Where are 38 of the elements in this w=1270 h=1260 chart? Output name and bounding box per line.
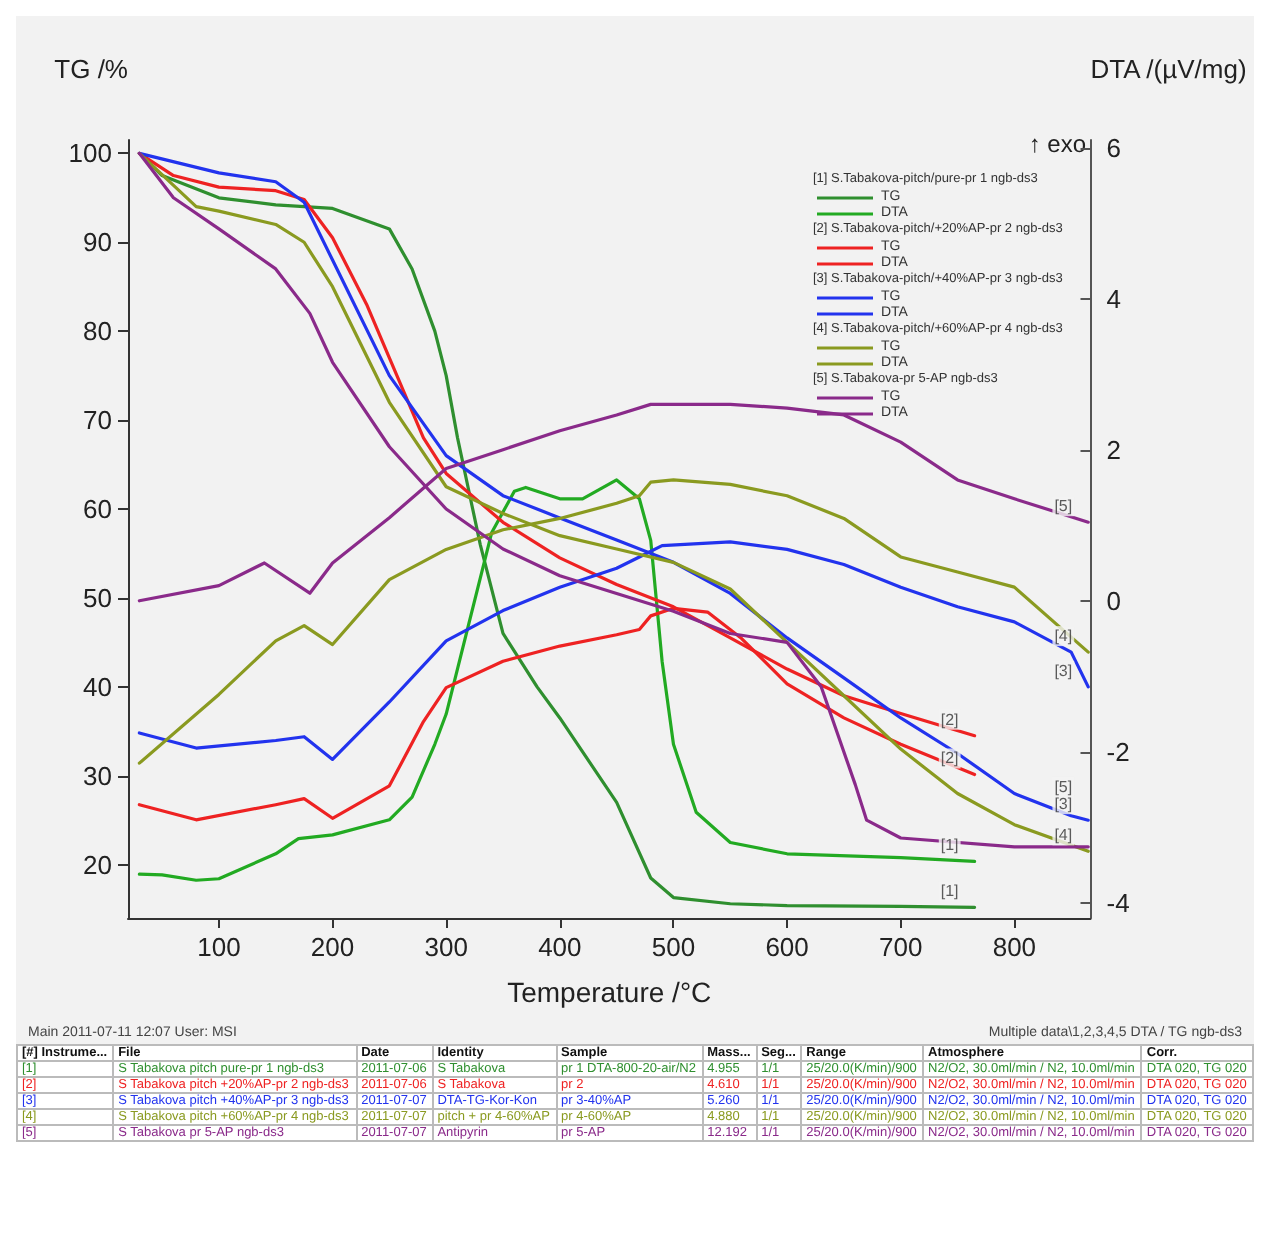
annotation: [4] <box>1054 826 1073 845</box>
y-tick-label: 40 <box>83 671 112 702</box>
line-series <box>137 478 977 882</box>
annotation: [5] <box>1054 497 1073 516</box>
x-axis-title: Temperature /°C <box>507 976 712 1008</box>
annotation: [5] <box>1054 777 1073 796</box>
y-axis-title: TG /% <box>54 54 129 84</box>
x-tick-label: 100 <box>197 932 241 962</box>
y2-tick-label: 4 <box>1106 283 1121 314</box>
y2-axis-title: DTA /(µV/mg) <box>1090 54 1247 84</box>
y2-tick-label: 2 <box>1106 434 1121 465</box>
x-tick-label: 300 <box>424 932 468 962</box>
y-tick-label: 80 <box>83 316 112 347</box>
y-tick-label: 60 <box>83 493 112 524</box>
y-tick-label: 90 <box>83 227 112 258</box>
annotation: [3] <box>1054 795 1073 814</box>
x-tick-label: 600 <box>765 932 809 962</box>
y-tick-label: 30 <box>83 760 112 791</box>
x-tick-label: 800 <box>992 932 1037 962</box>
y-tick-label: 20 <box>83 849 112 880</box>
x-tick-label: 500 <box>651 932 696 962</box>
x-tick-label: 700 <box>879 932 923 962</box>
y-tick-label: 70 <box>83 405 112 436</box>
annotation: [1] <box>940 836 959 855</box>
annotation: ↑ exo <box>1028 130 1087 158</box>
y2-tick-label: 0 <box>1106 585 1121 616</box>
y2-tick-label: -4 <box>1106 887 1130 918</box>
x-tick-label: 400 <box>538 932 582 962</box>
annotation: [3] <box>1054 661 1073 680</box>
x-tick-label: 200 <box>310 932 355 962</box>
annotation: [2] <box>940 749 959 768</box>
y2-tick-label: -2 <box>1106 736 1130 767</box>
annotation: [2] <box>940 710 959 729</box>
annotation: [4] <box>1054 627 1073 646</box>
annotation: [1] <box>940 882 959 901</box>
y2-tick-label: 6 <box>1106 132 1121 163</box>
y-tick-label: 50 <box>83 582 112 613</box>
y-tick-label: 100 <box>68 138 112 169</box>
